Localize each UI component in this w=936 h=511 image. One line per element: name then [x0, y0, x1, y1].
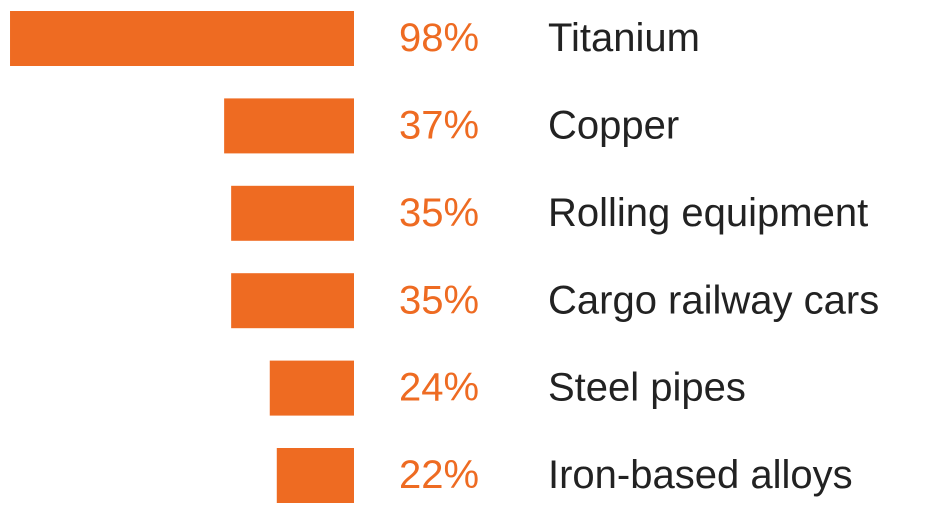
value-label: 35%: [399, 191, 479, 235]
value-label: 37%: [399, 103, 479, 147]
value-label: 98%: [399, 16, 479, 60]
value-label: 24%: [399, 366, 479, 410]
category-label: Cargo railway cars: [548, 278, 879, 322]
bar: [269, 360, 354, 416]
value-label: 35%: [399, 278, 479, 322]
bar: [224, 98, 354, 154]
category-label: Iron-based alloys: [548, 453, 853, 497]
category-label: Copper: [548, 103, 679, 147]
bar: [231, 185, 354, 241]
bar: [10, 11, 355, 66]
category-label: Titanium: [548, 16, 700, 60]
bar: [231, 273, 354, 329]
category-label: Rolling equipment: [548, 191, 868, 235]
category-label: Steel pipes: [548, 366, 746, 410]
value-label: 22%: [399, 453, 479, 497]
bar: [276, 448, 354, 503]
